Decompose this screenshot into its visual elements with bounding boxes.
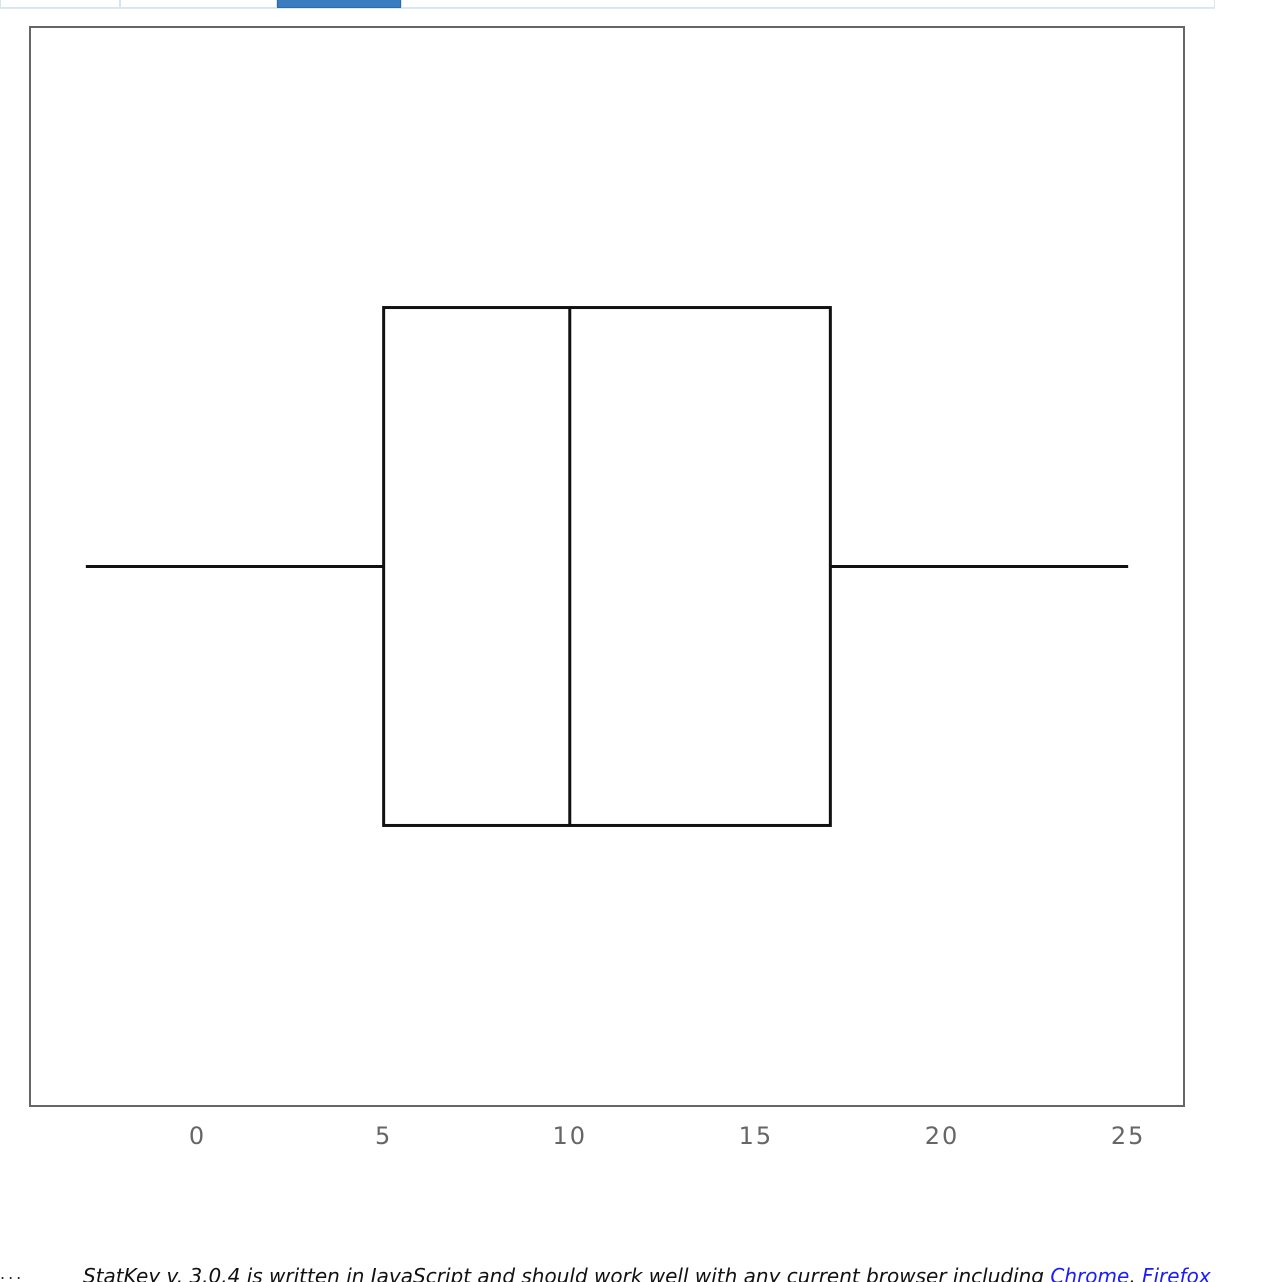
footer-text: StatKey v. 3.0.4 is written in JavaScrip…	[83, 1264, 1211, 1282]
tab-1[interactable]	[0, 0, 120, 8]
x-tick-label: 20	[925, 1122, 960, 1150]
firefox-link[interactable]: Firefox	[1141, 1264, 1211, 1282]
footer-statement: StatKey v. 3.0.4 is written in JavaScrip…	[83, 1264, 1051, 1282]
interquartile-box	[382, 306, 832, 827]
x-tick-label: 10	[553, 1122, 588, 1150]
tab-strip	[0, 0, 1215, 9]
x-tick-label: 5	[375, 1122, 392, 1150]
boxplot-chart: 0 5 10 15 20 25	[29, 26, 1185, 1150]
boxplot-group	[85, 306, 1129, 827]
x-axis-ticks: 0 5 10 15 20 25	[189, 1122, 1146, 1150]
footer-separator: ,	[1129, 1264, 1142, 1282]
x-tick-label: 0	[189, 1122, 206, 1150]
footer-dots: ...	[0, 1264, 25, 1282]
chrome-link[interactable]: Chrome	[1050, 1264, 1130, 1282]
x-tick-label: 25	[1111, 1122, 1146, 1150]
plot-area-frame	[29, 26, 1185, 1107]
tab-4[interactable]	[401, 0, 1215, 8]
tab-3-active[interactable]	[277, 0, 401, 8]
footer: ... StatKey v. 3.0.4 is written in JavaS…	[0, 1258, 1271, 1282]
x-tick-label: 15	[739, 1122, 774, 1150]
tab-2[interactable]	[120, 0, 277, 8]
